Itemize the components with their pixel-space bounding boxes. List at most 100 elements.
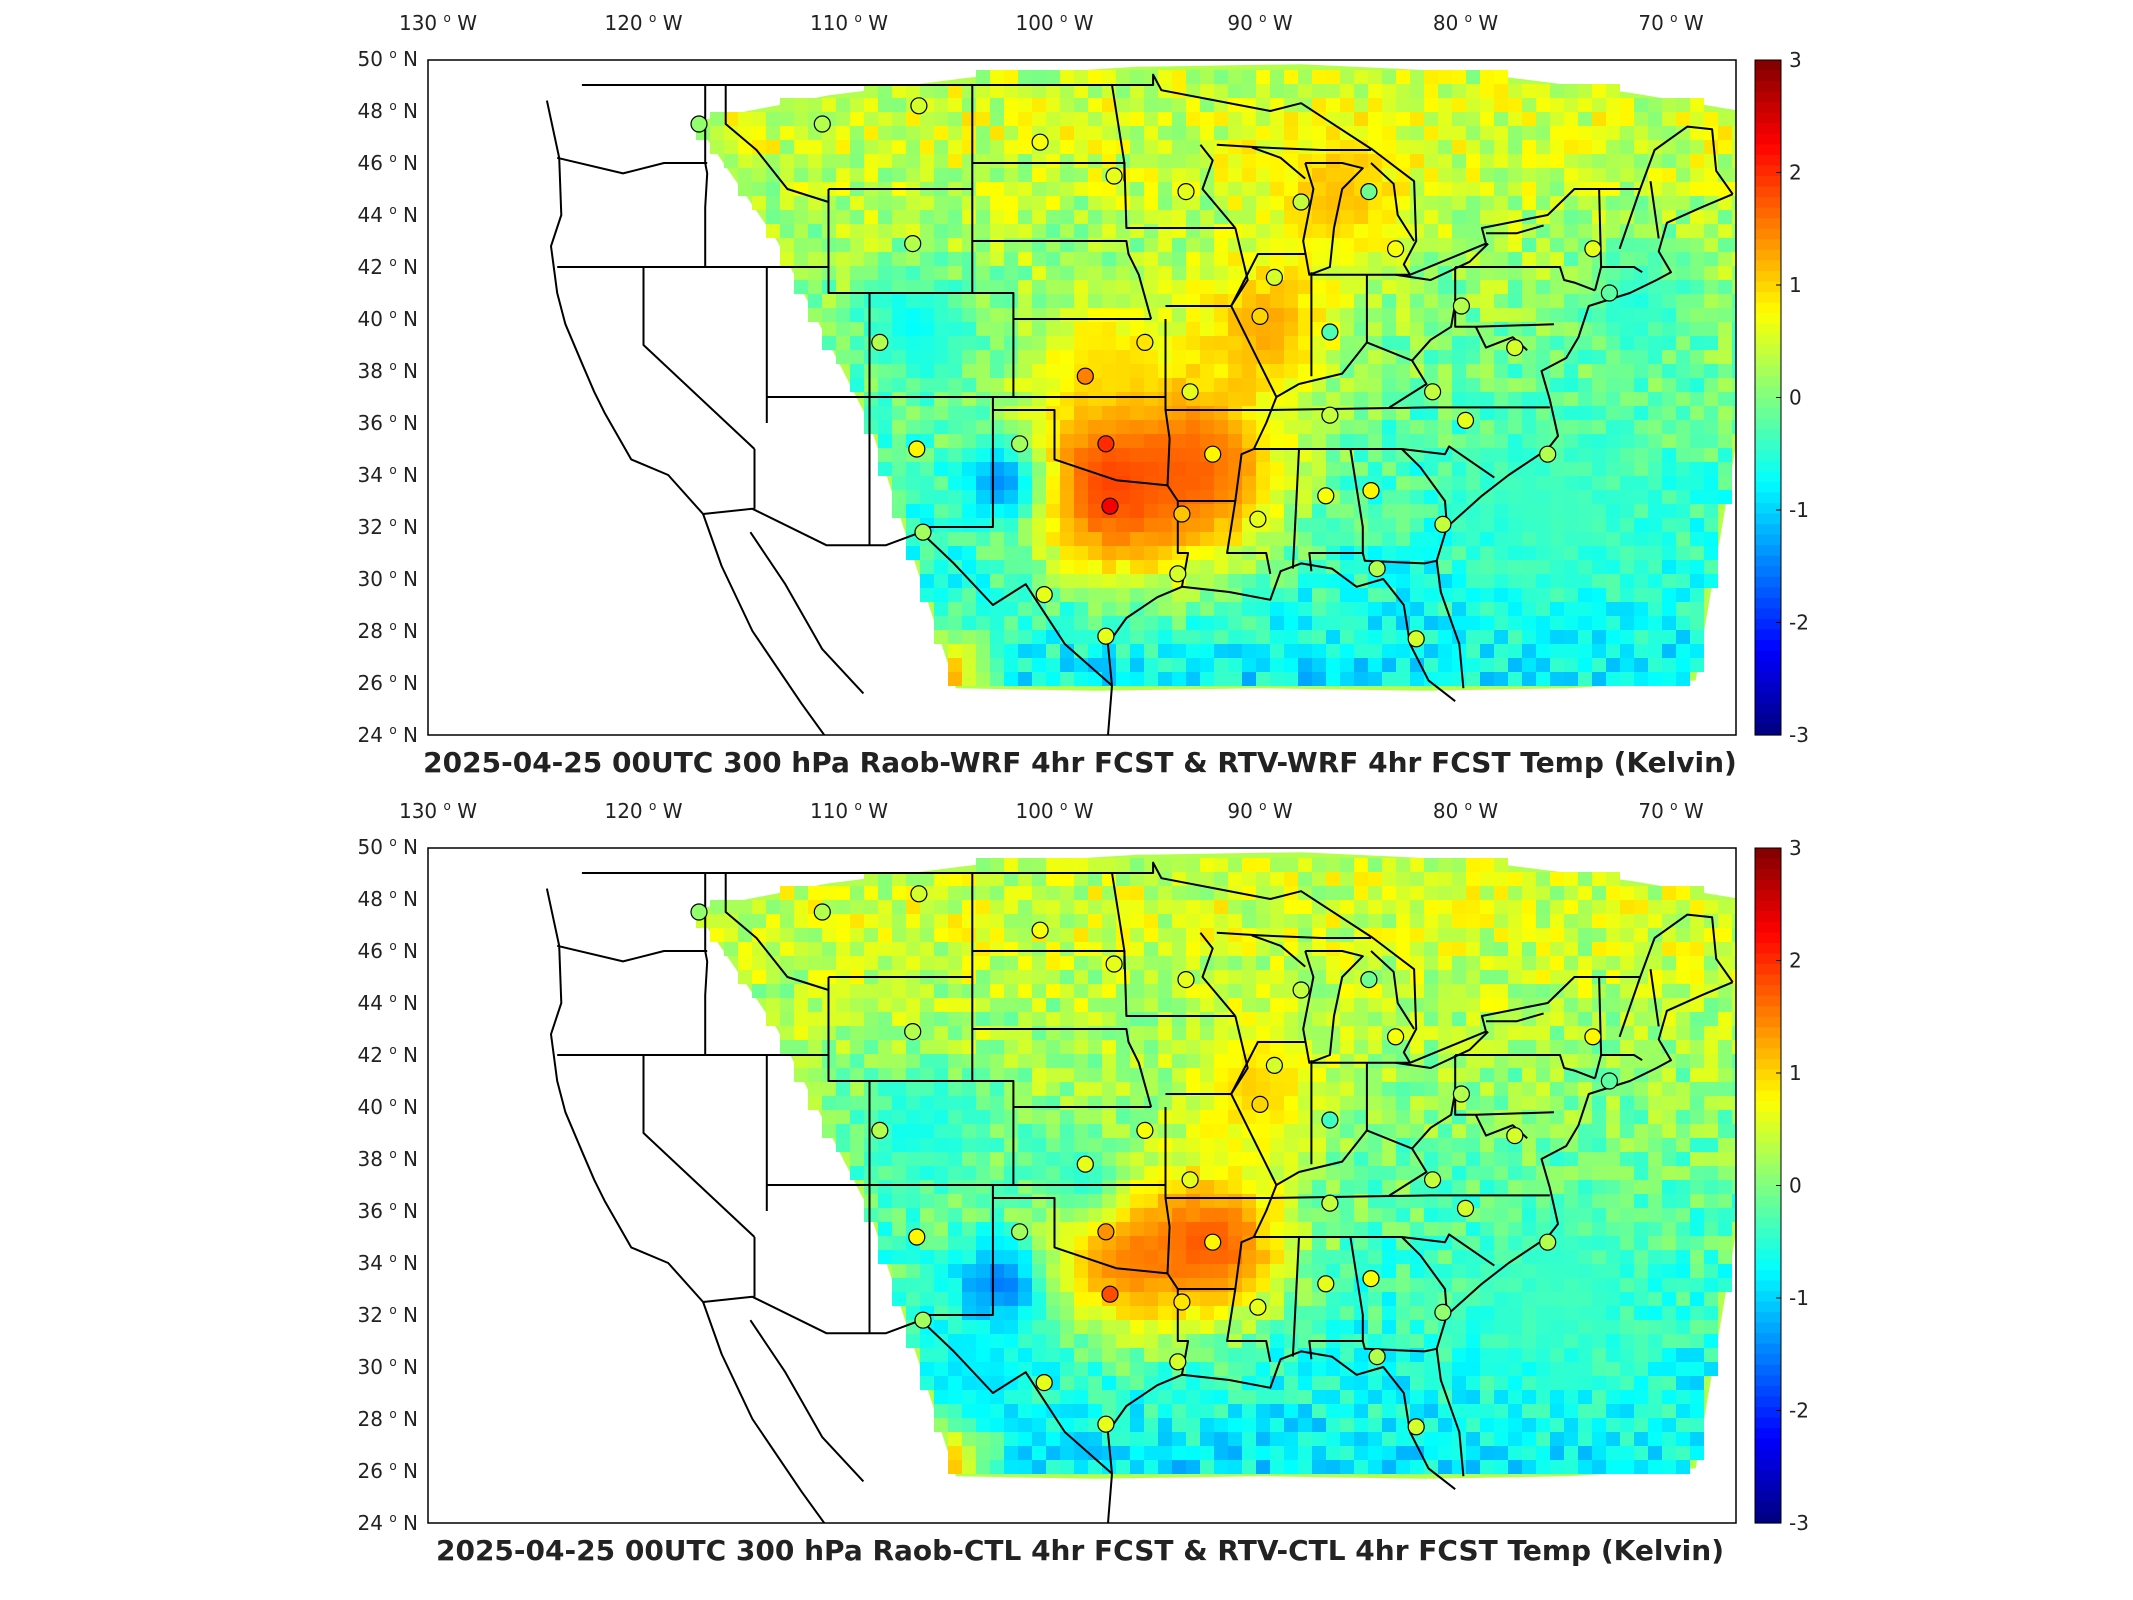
field-cell xyxy=(1158,942,1172,956)
field-cell xyxy=(1130,658,1144,672)
field-cell xyxy=(1284,616,1298,630)
field-cell xyxy=(1466,956,1480,970)
field-cell xyxy=(1074,266,1088,280)
field-cell xyxy=(1452,182,1466,196)
field-cell xyxy=(976,350,990,364)
field-cell xyxy=(1634,1040,1648,1054)
field-cell xyxy=(976,1068,990,1082)
field-cell xyxy=(906,1082,920,1096)
field-cell xyxy=(1536,1124,1550,1138)
field-cell xyxy=(1396,1250,1410,1264)
field-cell xyxy=(1480,70,1494,84)
field-cell xyxy=(1144,672,1158,686)
field-cell xyxy=(1256,658,1270,672)
field-cell xyxy=(1088,392,1102,406)
field-cell xyxy=(934,1096,948,1110)
field-cell xyxy=(976,1180,990,1194)
field-cell xyxy=(1102,126,1116,140)
field-cell xyxy=(1494,378,1508,392)
field-cell xyxy=(1368,1194,1382,1208)
field-cell xyxy=(738,928,752,942)
field-cell xyxy=(1578,998,1592,1012)
field-cell xyxy=(1438,630,1452,644)
field-cell xyxy=(1214,602,1228,616)
field-cell xyxy=(1382,490,1396,504)
field-cell xyxy=(1522,574,1536,588)
field-cell xyxy=(1284,1278,1298,1292)
field-cell xyxy=(794,154,808,168)
field-cell xyxy=(1662,1264,1676,1278)
field-cell xyxy=(1130,224,1144,238)
field-cell xyxy=(864,322,878,336)
field-cell xyxy=(1186,900,1200,914)
lon-tick-label: 80 o W xyxy=(1433,11,1499,35)
field-cell xyxy=(1242,70,1256,84)
field-cell xyxy=(1382,532,1396,546)
colorbar-tick-label: 0 xyxy=(1789,386,1802,410)
field-cell xyxy=(1494,574,1508,588)
field-cell xyxy=(864,1068,878,1082)
field-cell xyxy=(1004,956,1018,970)
field-cell xyxy=(1158,266,1172,280)
field-cell xyxy=(1312,448,1326,462)
field-cell xyxy=(1312,886,1326,900)
field-cell xyxy=(1704,336,1718,350)
field-cell xyxy=(1690,1082,1704,1096)
field-cell xyxy=(1088,168,1102,182)
field-cell xyxy=(836,308,850,322)
field-cell xyxy=(1690,140,1704,154)
field-cell xyxy=(850,956,864,970)
field-cell xyxy=(1648,1250,1662,1264)
field-cell xyxy=(1690,378,1704,392)
field-cell xyxy=(1312,1264,1326,1278)
field-cell xyxy=(1312,672,1326,686)
colorbar-segment xyxy=(1755,144,1781,156)
field-cell xyxy=(1662,1166,1676,1180)
field-cell xyxy=(1228,322,1242,336)
field-cell xyxy=(1620,308,1634,322)
field-cell xyxy=(1116,140,1130,154)
field-cell xyxy=(1242,914,1256,928)
field-cell xyxy=(1438,434,1452,448)
field-cell xyxy=(1298,672,1312,686)
field-cell xyxy=(836,942,850,956)
colorbar-segment xyxy=(1755,608,1781,620)
field-cell xyxy=(1270,1222,1284,1236)
field-cell xyxy=(1186,406,1200,420)
field-cell xyxy=(1648,1166,1662,1180)
field-cell xyxy=(1620,98,1634,112)
field-cell xyxy=(1130,238,1144,252)
field-cell xyxy=(1354,392,1368,406)
field-cell xyxy=(1130,886,1144,900)
field-cell xyxy=(934,490,948,504)
field-cell xyxy=(892,1110,906,1124)
field-cell xyxy=(990,914,1004,928)
field-cell xyxy=(976,168,990,182)
field-cell xyxy=(1172,294,1186,308)
field-cell xyxy=(1480,196,1494,210)
field-cell xyxy=(1662,914,1676,928)
field-cell xyxy=(1228,630,1242,644)
field-cell xyxy=(808,886,822,900)
field-cell xyxy=(1410,1096,1424,1110)
field-cell xyxy=(1704,238,1718,252)
field-cell xyxy=(1382,322,1396,336)
field-cell xyxy=(1382,70,1396,84)
field-cell xyxy=(1536,886,1550,900)
field-cell xyxy=(1732,392,1736,406)
field-cell xyxy=(1228,378,1242,392)
field-cell xyxy=(1102,1040,1116,1054)
field-cell xyxy=(1130,98,1144,112)
field-cell xyxy=(836,1082,850,1096)
field-cell xyxy=(1662,1236,1676,1250)
field-cell xyxy=(1732,1138,1736,1152)
field-cell xyxy=(920,350,934,364)
field-cell xyxy=(1060,98,1074,112)
boundary-line xyxy=(1251,146,1306,180)
field-cell xyxy=(934,532,948,546)
field-cell xyxy=(1620,588,1634,602)
field-cell xyxy=(1088,70,1102,84)
field-cell xyxy=(906,266,920,280)
field-cell xyxy=(990,616,1004,630)
field-cell xyxy=(1410,574,1424,588)
